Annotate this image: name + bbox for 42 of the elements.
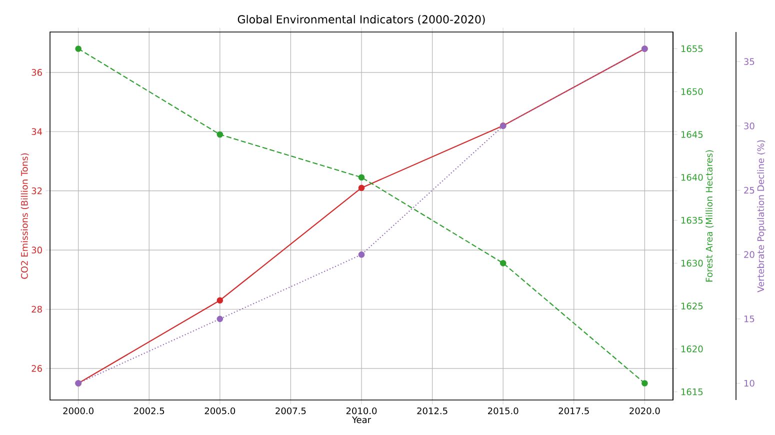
y3-axis-title: Vertebrate Population Decline (%) [757,140,766,292]
y3-tick-label: 20 [744,251,754,258]
y3-tick-label: 30 [744,122,754,130]
point [642,380,648,386]
x-tick-label: 2017.5 [558,407,589,414]
point [358,251,365,258]
y2-tick-label: 1630 [681,260,703,267]
y3-tick-label: 15 [744,316,754,322]
x-tick-label: 2012.5 [417,407,448,414]
y2-tick-label: 1620 [681,346,703,352]
y-tick-label: 32 [32,187,42,194]
point [500,260,506,266]
x-tick-label: 2005.0 [204,407,236,414]
y2-axis-title: Forest Area (Million Hectares) [706,150,714,282]
y-tick-label: 30 [32,246,42,254]
y2-tick-label: 1645 [681,131,703,138]
x-tick-label: 2020.0 [630,407,660,414]
y-tick-label: 26 [32,365,42,372]
x-axis-title: Year [352,416,372,424]
x-tick-label: 2002.5 [134,407,164,414]
x-tick-label: 2007.5 [276,407,306,414]
point [216,316,224,322]
y3-tick-label: 25 [744,186,754,194]
point [216,131,224,138]
x-tick-label: 2015.0 [488,407,518,414]
point [75,46,82,52]
point [358,174,365,181]
x-tick-label: 2000.0 [63,407,94,414]
y2-tick-label: 1640 [681,174,703,181]
chart-title: Global Environmental Indicators (2000-2020) [238,14,485,25]
y-axis-title: CO2 Emissions (Billion Tons) [20,153,29,279]
y-tick-label: 36 [32,68,42,76]
y-tick-label: 28 [32,306,42,313]
y3-tick-label: 10 [744,380,754,387]
y-tick-label: 34 [32,128,42,136]
y2-tick-label: 1615 [681,388,703,396]
x-tick-label: 2010.0 [346,407,377,414]
y2-tick-label: 1635 [681,216,703,224]
y2-tick-label: 1625 [681,302,703,310]
y2-tick-label: 1650 [681,88,703,96]
y2-tick-label: 1655 [681,45,703,52]
y3-tick-label: 35 [744,58,754,65]
